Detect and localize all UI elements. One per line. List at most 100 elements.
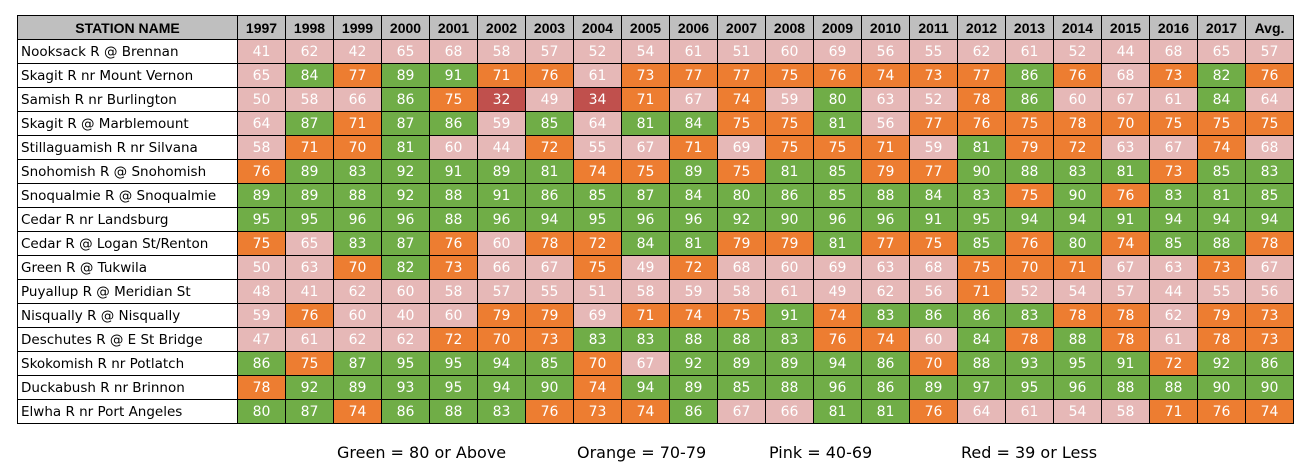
score-cell: 92 xyxy=(717,207,766,232)
score-cell: 65 xyxy=(381,39,430,64)
score-cell: 62 xyxy=(861,279,910,304)
score-cell: 73 xyxy=(429,255,478,280)
station-name-cell: Stillaguamish R nr Silvana xyxy=(17,135,238,160)
score-cell: 65 xyxy=(1197,39,1246,64)
score-cell: 96 xyxy=(861,207,910,232)
score-cell: 89 xyxy=(669,375,718,400)
score-cell: 78 xyxy=(1101,303,1150,328)
score-cell: 68 xyxy=(1101,63,1150,88)
score-cell: 50 xyxy=(237,255,286,280)
water-quality-table: STATION NAME 1997 1998 1999 2000 2001 2002 200… xyxy=(17,15,1294,424)
score-cell: 59 xyxy=(909,135,958,160)
score-cell: 52 xyxy=(1053,39,1102,64)
score-cell: 60 xyxy=(477,231,526,256)
score-cell: 91 xyxy=(1101,351,1150,376)
score-cell: 76 xyxy=(813,327,862,352)
station-name-cell: Deschutes R @ E St Bridge xyxy=(17,327,238,352)
score-cell: 91 xyxy=(477,183,526,208)
score-cell: 84 xyxy=(957,327,1006,352)
score-cell: 75 xyxy=(909,231,958,256)
score-cell: 83 xyxy=(957,183,1006,208)
score-cell: 94 xyxy=(1149,207,1198,232)
station-name-cell: Nooksack R @ Brennan xyxy=(17,39,238,64)
score-cell: 59 xyxy=(237,303,286,328)
score-cell: 70 xyxy=(333,135,382,160)
table-row: Stillaguamish R nr Silvana 58 71 70 81 60 44 72… xyxy=(17,135,1294,160)
score-cell: 72 xyxy=(1149,351,1198,376)
score-cell: 87 xyxy=(333,351,382,376)
score-cell: 70 xyxy=(909,351,958,376)
table-row: Skagit R nr Mount Vernon 65 84 77 89 91 71 76 61… xyxy=(17,63,1294,88)
score-cell: 81 xyxy=(1101,159,1150,184)
score-cell: 75 xyxy=(765,135,814,160)
year-header: 2007 xyxy=(717,15,766,40)
score-cell: 83 xyxy=(1005,303,1054,328)
score-cell: 75 xyxy=(621,159,670,184)
average-cell: 75 xyxy=(1245,111,1294,136)
score-cell: 67 xyxy=(1149,135,1198,160)
score-cell: 76 xyxy=(1005,231,1054,256)
legend-red: Red = 39 or Less xyxy=(961,443,1098,462)
score-cell: 85 xyxy=(813,159,862,184)
table-row: Samish R nr Burlington 50 58 66 86 75 32 49 34 71… xyxy=(17,87,1294,112)
score-cell: 81 xyxy=(957,135,1006,160)
year-header: 2009 xyxy=(813,15,862,40)
score-cell: 85 xyxy=(573,183,622,208)
score-cell: 51 xyxy=(573,279,622,304)
score-cell: 89 xyxy=(909,375,958,400)
score-cell: 41 xyxy=(285,279,334,304)
score-cell: 83 xyxy=(621,327,670,352)
score-cell: 94 xyxy=(813,351,862,376)
score-cell: 68 xyxy=(429,39,478,64)
score-cell: 72 xyxy=(1053,135,1102,160)
score-cell: 75 xyxy=(765,63,814,88)
score-cell: 65 xyxy=(285,231,334,256)
score-cell: 91 xyxy=(765,303,814,328)
score-cell: 61 xyxy=(1149,87,1198,112)
score-cell: 73 xyxy=(525,327,574,352)
table-row: Elwha R nr Port Angeles 80 87 74 86 88 83 76 73 7… xyxy=(17,399,1294,424)
score-cell: 55 xyxy=(909,39,958,64)
score-cell: 52 xyxy=(909,87,958,112)
score-cell: 71 xyxy=(669,135,718,160)
score-cell: 91 xyxy=(1101,207,1150,232)
score-cell: 51 xyxy=(717,39,766,64)
score-cell: 58 xyxy=(285,87,334,112)
score-cell: 76 xyxy=(525,63,574,88)
score-cell: 96 xyxy=(813,375,862,400)
score-cell: 60 xyxy=(765,255,814,280)
score-cell: 75 xyxy=(813,135,862,160)
score-cell: 89 xyxy=(669,159,718,184)
score-cell: 64 xyxy=(573,111,622,136)
score-cell: 96 xyxy=(813,207,862,232)
score-cell: 75 xyxy=(957,255,1006,280)
score-cell: 97 xyxy=(957,375,1006,400)
score-cell: 96 xyxy=(381,207,430,232)
score-cell: 86 xyxy=(237,351,286,376)
score-cell: 88 xyxy=(429,183,478,208)
score-cell: 86 xyxy=(765,183,814,208)
score-cell: 68 xyxy=(717,255,766,280)
score-cell: 61 xyxy=(1005,39,1054,64)
score-cell: 50 xyxy=(237,87,286,112)
score-cell: 48 xyxy=(237,279,286,304)
score-cell: 69 xyxy=(717,135,766,160)
average-cell: 86 xyxy=(1245,351,1294,376)
score-cell: 60 xyxy=(333,303,382,328)
average-header: Avg. xyxy=(1245,15,1294,40)
score-cell: 71 xyxy=(957,279,1006,304)
score-cell: 93 xyxy=(1005,351,1054,376)
score-cell: 47 xyxy=(237,327,286,352)
score-cell: 94 xyxy=(621,375,670,400)
score-cell: 89 xyxy=(285,159,334,184)
year-header: 2016 xyxy=(1149,15,1198,40)
score-cell: 74 xyxy=(813,303,862,328)
score-cell: 58 xyxy=(429,279,478,304)
score-cell: 62 xyxy=(957,39,1006,64)
score-cell: 78 xyxy=(957,87,1006,112)
score-cell: 85 xyxy=(525,111,574,136)
table-row: Duckabush R nr Brinnon 78 92 89 93 95 94 90 74 94… xyxy=(17,375,1294,400)
score-cell: 67 xyxy=(621,351,670,376)
score-cell: 75 xyxy=(717,303,766,328)
score-cell: 72 xyxy=(429,327,478,352)
